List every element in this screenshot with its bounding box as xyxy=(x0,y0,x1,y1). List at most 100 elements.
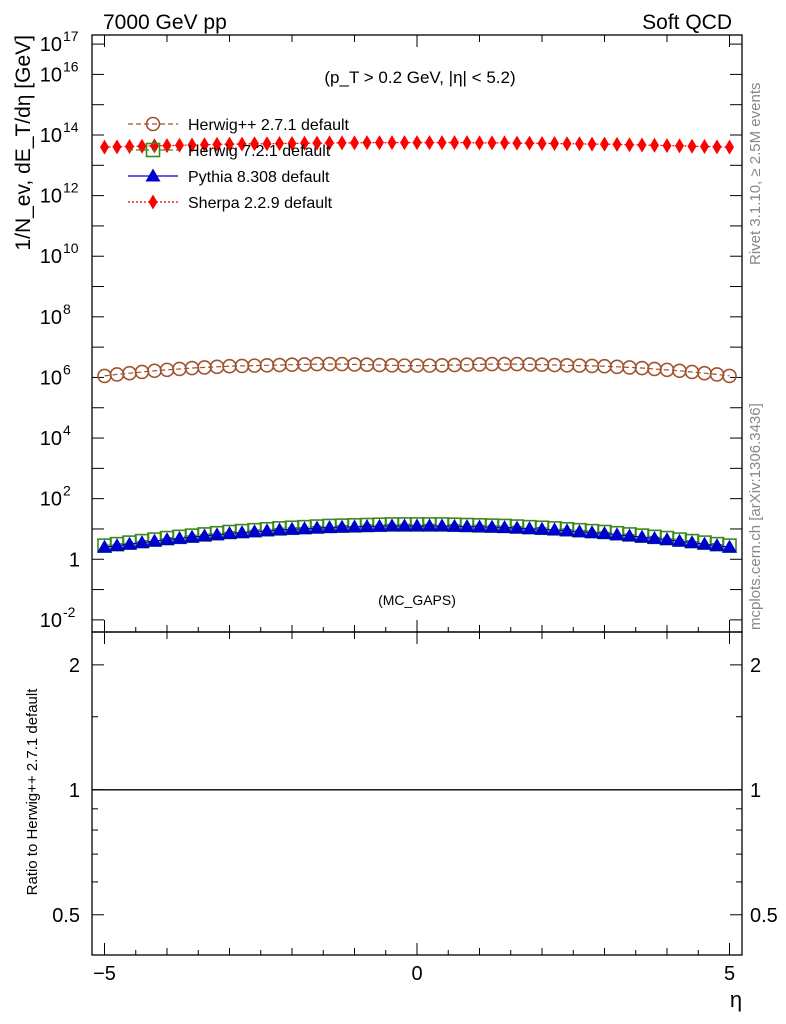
data-point xyxy=(409,518,425,532)
series-line xyxy=(104,363,730,377)
data-point xyxy=(472,519,487,533)
y-tick-label: 10 12 xyxy=(40,180,79,208)
legend-label: Pythia 8.308 default xyxy=(188,169,330,186)
data-point xyxy=(147,533,162,547)
data-point xyxy=(359,519,375,533)
data-point xyxy=(534,521,550,535)
data-point xyxy=(300,135,309,151)
data-point xyxy=(684,535,700,549)
ratio-y-tick-label: 0.5 xyxy=(52,905,80,927)
data-point xyxy=(145,168,161,182)
y-tick-exponent: 8 xyxy=(63,301,71,317)
data-point xyxy=(109,538,125,552)
data-point xyxy=(675,138,684,154)
data-point xyxy=(547,522,562,536)
x-tick-label: 0 xyxy=(411,963,422,985)
legend: Herwig++ 2.7.1 default Herwig 7.2.1 defau… xyxy=(128,116,350,212)
y-tick-exponent: 6 xyxy=(63,361,71,377)
data-point xyxy=(475,135,484,151)
data-point xyxy=(650,137,659,153)
y-tick-label: 10 17 xyxy=(40,28,79,56)
data-point xyxy=(512,135,522,151)
y-tick-label: 10 16 xyxy=(40,58,79,86)
data-point xyxy=(712,139,722,155)
data-point xyxy=(259,523,275,537)
y-tick-base: 10 xyxy=(40,367,62,389)
y-tick-base: 10 xyxy=(40,610,62,632)
data-point xyxy=(459,519,475,533)
y-tick-base: 10 xyxy=(40,246,62,268)
data-point xyxy=(500,135,509,151)
cut-annotation: (p_T > 0.2 GeV, |η| < 5.2) xyxy=(324,68,515,87)
data-point xyxy=(237,136,247,152)
data-point xyxy=(659,532,675,546)
y-tick-exponent: 12 xyxy=(63,180,79,196)
data-point xyxy=(97,539,112,553)
legend-label: Herwig++ 2.7.1 default xyxy=(188,117,350,134)
rivet-version-label: Rivet 3.1.10, ≥ 2.5M events xyxy=(747,83,764,266)
data-point xyxy=(425,135,434,151)
data-point xyxy=(148,194,158,210)
data-point xyxy=(422,518,437,532)
y-tick-base: 10 xyxy=(40,489,62,511)
data-point xyxy=(125,139,134,155)
ratio-y-tick-label: 2 xyxy=(69,655,80,677)
data-point xyxy=(325,135,334,151)
y-tick-exponent: -2 xyxy=(63,604,76,620)
data-point xyxy=(175,137,184,153)
data-point xyxy=(397,518,412,532)
data-point xyxy=(525,135,534,151)
data-point xyxy=(572,524,587,538)
data-point xyxy=(450,135,459,151)
ratio-y-tick-label: 1 xyxy=(69,780,80,802)
data-point xyxy=(309,520,325,534)
data-point xyxy=(484,519,500,533)
data-point xyxy=(647,530,662,544)
ratio-y-tick-label-right: 1 xyxy=(750,780,761,802)
data-point xyxy=(212,136,222,152)
data-point xyxy=(209,527,225,541)
data-point xyxy=(287,135,297,151)
data-point xyxy=(662,138,672,154)
data-point xyxy=(725,139,734,155)
data-point xyxy=(162,138,172,154)
y-tick-base: 10 xyxy=(40,64,62,86)
data-point xyxy=(362,135,372,151)
y-tick-label: 10 -2 xyxy=(40,604,76,632)
y-tick-exponent: 14 xyxy=(63,119,79,135)
data-point xyxy=(145,142,161,158)
data-point xyxy=(350,135,359,151)
data-point xyxy=(250,136,259,152)
data-point xyxy=(587,136,597,152)
data-point xyxy=(159,532,175,546)
y-tick-exponent: 10 xyxy=(63,240,79,256)
data-point xyxy=(562,136,572,152)
data-point xyxy=(637,137,647,153)
data-point xyxy=(272,522,287,536)
x-tick-label: −5 xyxy=(93,963,116,985)
data-point xyxy=(337,135,347,151)
data-point xyxy=(145,116,161,132)
data-point xyxy=(387,135,397,151)
main-y-axis-label: 1/N_ev, dE_T/dη [GeV] xyxy=(12,35,35,251)
data-point xyxy=(187,137,197,153)
data-point xyxy=(687,138,697,154)
data-point xyxy=(509,520,525,534)
header-right-label: Soft QCD xyxy=(642,11,732,34)
data-point xyxy=(412,135,422,151)
data-point xyxy=(400,135,409,151)
data-point xyxy=(434,518,450,532)
data-point xyxy=(234,525,250,539)
data-point xyxy=(384,518,400,532)
x-axis-label: η xyxy=(730,987,742,1012)
data-point xyxy=(722,368,737,384)
data-point xyxy=(447,518,462,532)
data-point xyxy=(172,530,187,544)
y-tick-base: 10 xyxy=(40,125,62,147)
data-point xyxy=(275,135,284,151)
y-tick-exponent: 17 xyxy=(63,28,79,44)
data-point xyxy=(297,521,312,535)
data-point xyxy=(225,136,234,152)
